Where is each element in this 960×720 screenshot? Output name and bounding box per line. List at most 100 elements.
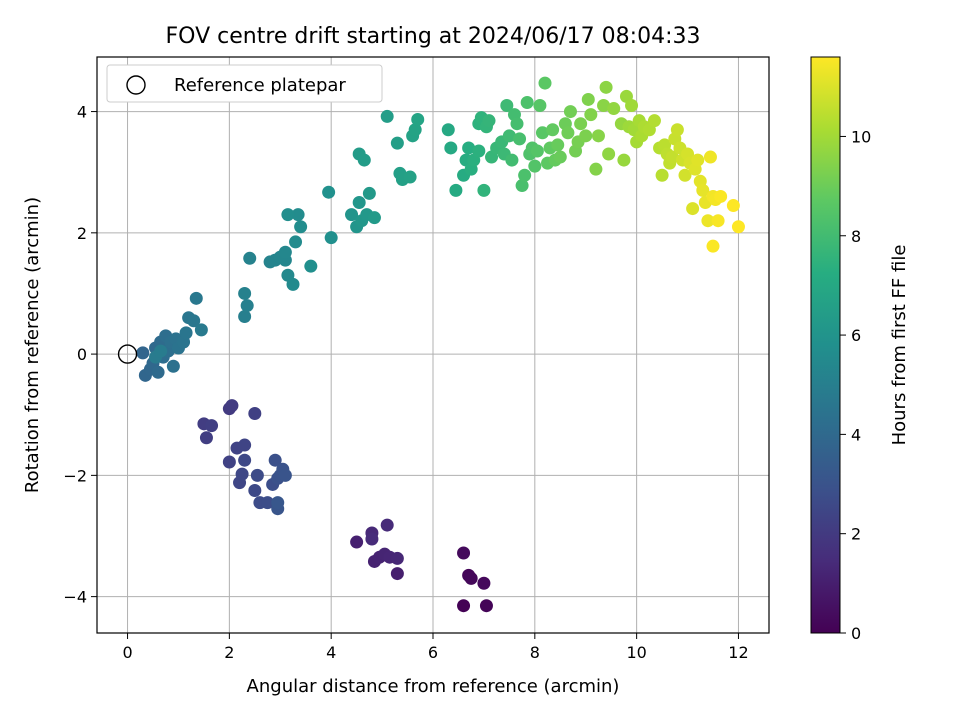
data-point xyxy=(655,168,669,182)
data-point xyxy=(151,365,165,379)
data-point xyxy=(457,546,471,560)
y-axis-label: Rotation from reference (arcmin) xyxy=(22,197,43,493)
data-point xyxy=(179,326,193,340)
x-tick-label: 10 xyxy=(626,643,646,662)
colorbar-tick-label: 2 xyxy=(851,525,861,544)
x-axis-ticks: 0 2 4 6 8 10 12 xyxy=(122,633,749,662)
x-tick-label: 12 xyxy=(728,643,748,662)
data-point xyxy=(553,150,567,164)
data-point xyxy=(350,535,364,549)
data-point xyxy=(235,467,249,481)
data-point xyxy=(189,291,203,305)
data-point xyxy=(199,431,213,445)
data-point xyxy=(390,567,404,581)
data-point xyxy=(205,419,219,433)
data-point xyxy=(477,183,491,197)
data-point xyxy=(472,144,486,158)
x-axis-label: Angular distance from reference (arcmin) xyxy=(247,676,620,697)
data-point xyxy=(602,147,616,161)
data-point xyxy=(482,114,496,128)
data-point xyxy=(502,129,516,143)
chart-title: FOV centre drift starting at 2024/06/17 … xyxy=(166,24,701,49)
y-tick-label: −2 xyxy=(63,466,87,485)
data-point xyxy=(238,438,252,452)
data-point xyxy=(304,259,318,273)
x-tick-label: 0 xyxy=(122,643,132,662)
data-point xyxy=(362,186,376,200)
data-point xyxy=(701,214,715,228)
data-point xyxy=(581,92,595,106)
data-point xyxy=(462,141,476,155)
data-point xyxy=(670,123,684,137)
colorbar xyxy=(810,56,841,634)
data-point xyxy=(225,399,239,413)
x-tick-label: 6 xyxy=(428,643,438,662)
data-point xyxy=(352,196,366,210)
data-point xyxy=(530,144,544,158)
data-point xyxy=(403,170,417,184)
data-point xyxy=(574,117,588,131)
data-point xyxy=(441,123,455,137)
data-point xyxy=(457,599,471,613)
data-point xyxy=(513,132,527,146)
data-point xyxy=(599,80,613,94)
data-point xyxy=(289,235,303,249)
data-point xyxy=(238,286,252,300)
data-point xyxy=(222,455,236,469)
data-point xyxy=(390,551,404,565)
data-point xyxy=(579,129,593,143)
x-tick-label: 2 xyxy=(224,643,234,662)
data-point xyxy=(678,168,692,182)
data-point xyxy=(714,189,728,203)
data-point xyxy=(505,153,519,167)
data-point xyxy=(281,208,295,222)
data-point xyxy=(154,344,168,358)
data-point xyxy=(546,123,560,137)
data-point xyxy=(500,99,514,113)
data-point xyxy=(390,136,404,150)
data-point xyxy=(278,468,292,482)
colorbar-label: Hours from first FF file xyxy=(889,245,910,446)
legend-box xyxy=(106,64,383,103)
data-point xyxy=(535,126,549,140)
data-point xyxy=(584,108,598,122)
data-point xyxy=(187,314,201,328)
y-tick-label: 2 xyxy=(77,224,87,243)
data-point xyxy=(625,99,639,113)
legend: Reference platepar xyxy=(106,64,383,103)
data-point xyxy=(591,129,605,143)
y-tick-label: 0 xyxy=(77,345,87,364)
data-point xyxy=(324,231,338,245)
data-point xyxy=(268,453,282,467)
colorbar-tick-label: 4 xyxy=(851,425,861,444)
colorbar-tick-label: 0 xyxy=(851,624,861,643)
data-point xyxy=(538,76,552,90)
data-point xyxy=(533,99,547,113)
data-point xyxy=(261,496,275,510)
data-point xyxy=(365,532,379,546)
data-point xyxy=(561,126,575,140)
data-point xyxy=(597,99,611,113)
colorbar-tick-label: 8 xyxy=(851,227,861,246)
data-point xyxy=(166,359,180,373)
data-points xyxy=(136,76,745,613)
data-point xyxy=(345,208,359,222)
data-point xyxy=(464,571,478,585)
data-point xyxy=(238,310,252,324)
data-point xyxy=(647,114,661,128)
data-point xyxy=(136,346,150,360)
data-point xyxy=(294,220,308,234)
data-point xyxy=(250,468,264,482)
data-point xyxy=(240,299,254,313)
data-point xyxy=(510,117,524,131)
data-point xyxy=(286,277,300,291)
colorbar-tick-label: 6 xyxy=(851,326,861,345)
data-point xyxy=(322,185,336,199)
data-point xyxy=(477,576,491,590)
data-point xyxy=(380,109,394,123)
data-point xyxy=(479,599,493,613)
data-point xyxy=(551,138,565,152)
data-point xyxy=(291,208,305,222)
data-point xyxy=(518,168,532,182)
legend-label: Reference platepar xyxy=(174,75,346,96)
